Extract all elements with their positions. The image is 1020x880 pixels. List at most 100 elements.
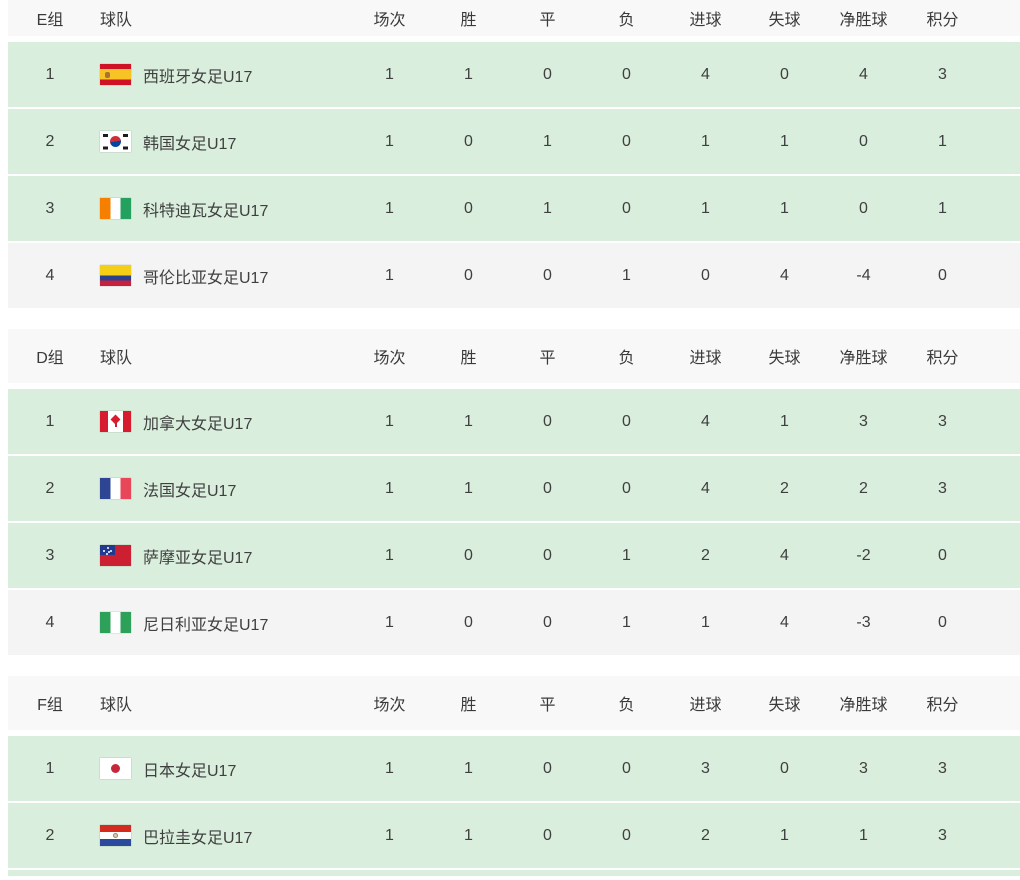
team-name: 萨摩亚女足U17 xyxy=(143,549,253,567)
goal_diff-cell: 1 xyxy=(859,826,868,844)
played-cell: 1 xyxy=(385,65,394,83)
rank-cell: 3 xyxy=(45,546,55,564)
win-cell: 0 xyxy=(464,266,473,284)
team-name: 日本女足U17 xyxy=(143,762,237,780)
points-cell: 0 xyxy=(938,546,947,564)
win-cell: 1 xyxy=(464,479,473,497)
col-header-played: 场次 xyxy=(373,350,406,367)
loss-cell: 0 xyxy=(622,826,631,844)
goals_for-cell: 4 xyxy=(701,479,710,497)
col-header-goal_diff: 净胜球 xyxy=(839,697,888,714)
ivory-coast-flag-icon xyxy=(100,198,131,219)
team-cell: 萨摩亚女足U17 xyxy=(92,544,350,568)
played-cell: 1 xyxy=(385,266,394,284)
played-cell: 1 xyxy=(385,826,394,844)
table-row: 3 萨摩亚女足U17 1 0 0 1 2 4 -2 0 xyxy=(8,523,1020,588)
samoa-flag-icon xyxy=(100,545,131,566)
loss-cell: 0 xyxy=(622,132,631,150)
table-row: 1 日本女足U17 1 1 0 0 3 0 3 3 xyxy=(8,736,1020,801)
col-header-goals_against: 失球 xyxy=(768,697,801,714)
table-row: 4 尼日利亚女足U17 1 0 0 1 1 4 -3 0 xyxy=(8,590,1020,655)
col-header-win: 胜 xyxy=(460,350,477,367)
team-name: 尼日利亚女足U17 xyxy=(143,616,269,634)
goal_diff-cell: 0 xyxy=(859,132,868,150)
goals_for-cell: 0 xyxy=(701,266,710,284)
col-header-points: 积分 xyxy=(926,350,959,367)
goals_against-cell: 4 xyxy=(780,546,789,564)
team-cell: 韩国女足U17 xyxy=(92,130,350,154)
win-cell: 1 xyxy=(464,65,473,83)
goals_against-cell: 0 xyxy=(780,65,789,83)
goals_for-cell: 1 xyxy=(701,613,710,631)
team-name: 加拿大女足U17 xyxy=(143,415,253,433)
loss-cell: 1 xyxy=(622,266,631,284)
col-header-goals_for: 进球 xyxy=(689,350,722,367)
goal_diff-cell: 4 xyxy=(859,65,868,83)
goals_for-cell: 4 xyxy=(701,65,710,83)
col-header-played: 场次 xyxy=(373,12,406,29)
rank-cell: 1 xyxy=(45,65,55,83)
rank-cell: 4 xyxy=(45,613,55,631)
played-cell: 1 xyxy=(385,412,394,430)
goal_diff-cell: -2 xyxy=(856,546,871,564)
col-header-draw: 平 xyxy=(539,350,556,367)
canada-flag-icon xyxy=(100,411,131,432)
rank-cell: 2 xyxy=(45,826,55,844)
col-header-group: E组 xyxy=(36,12,64,29)
col-header-goals_for: 进球 xyxy=(689,12,722,29)
goals_against-cell: 4 xyxy=(780,266,789,284)
points-cell: 0 xyxy=(938,613,947,631)
table-row: 2 巴拉圭女足U17 1 1 0 0 2 1 1 3 xyxy=(8,803,1020,868)
col-header-team: 球队 xyxy=(100,697,133,714)
draw-cell: 0 xyxy=(543,479,552,497)
loss-cell: 0 xyxy=(622,199,631,217)
col-header-win: 胜 xyxy=(460,12,477,29)
goals_for-cell: 1 xyxy=(701,132,710,150)
win-cell: 0 xyxy=(464,613,473,631)
col-header-goals_against: 失球 xyxy=(768,12,801,29)
goals_against-cell: 1 xyxy=(780,412,789,430)
draw-cell: 1 xyxy=(543,199,552,217)
goals_against-cell: 4 xyxy=(780,613,789,631)
goal_diff-cell: -4 xyxy=(856,266,871,284)
table-header-row: F组 球队 场次 胜 平 负 进球 失球 净胜球 积分 xyxy=(8,676,1020,730)
table-row: 1 加拿大女足U17 1 1 0 0 4 1 3 3 xyxy=(8,389,1020,454)
col-header-team: 球队 xyxy=(100,12,133,29)
goals_for-cell: 4 xyxy=(701,412,710,430)
team-cell: 日本女足U17 xyxy=(92,757,350,781)
rank-cell: 1 xyxy=(45,759,55,777)
col-header-draw: 平 xyxy=(539,12,556,29)
win-cell: 1 xyxy=(464,826,473,844)
points-cell: 3 xyxy=(938,826,947,844)
col-header-goals_against: 失球 xyxy=(768,350,801,367)
draw-cell: 0 xyxy=(543,759,552,777)
goals_for-cell: 3 xyxy=(701,759,710,777)
played-cell: 1 xyxy=(385,546,394,564)
group-standings-table: E组 球队 场次 胜 平 负 进球 失球 净胜球 积分 1 西班牙女足U17 1 1 0 0 4 0 4 3 2 韩国女足… xyxy=(8,0,1020,308)
rank-cell: 1 xyxy=(45,412,55,430)
goal_diff-cell: 2 xyxy=(859,479,868,497)
col-header-played: 场次 xyxy=(373,697,406,714)
goals_for-cell: 2 xyxy=(701,546,710,564)
france-flag-icon xyxy=(100,478,131,499)
team-name: 科特迪瓦女足U17 xyxy=(143,202,269,220)
japan-flag-icon xyxy=(100,758,131,779)
points-cell: 3 xyxy=(938,759,947,777)
group-standings-table: F组 球队 场次 胜 平 负 进球 失球 净胜球 积分 1 日本女足U17 1 1 0 0 3 0 3 3 2 巴拉圭女足… xyxy=(8,676,1020,876)
loss-cell: 0 xyxy=(622,412,631,430)
rank-cell: 2 xyxy=(45,132,55,150)
team-name: 法国女足U17 xyxy=(143,482,237,500)
south-korea-flag-icon xyxy=(100,131,131,152)
goals_against-cell: 1 xyxy=(780,132,789,150)
points-cell: 3 xyxy=(938,412,947,430)
col-header-group: F组 xyxy=(37,697,63,714)
col-header-win: 胜 xyxy=(460,697,477,714)
table-row: 2 法国女足U17 1 1 0 0 4 2 2 3 xyxy=(8,456,1020,521)
draw-cell: 0 xyxy=(543,613,552,631)
col-header-team: 球队 xyxy=(100,350,133,367)
win-cell: 0 xyxy=(464,199,473,217)
team-name: 哥伦比亚女足U17 xyxy=(143,269,269,287)
loss-cell: 1 xyxy=(622,613,631,631)
col-header-points: 积分 xyxy=(926,697,959,714)
draw-cell: 0 xyxy=(543,826,552,844)
